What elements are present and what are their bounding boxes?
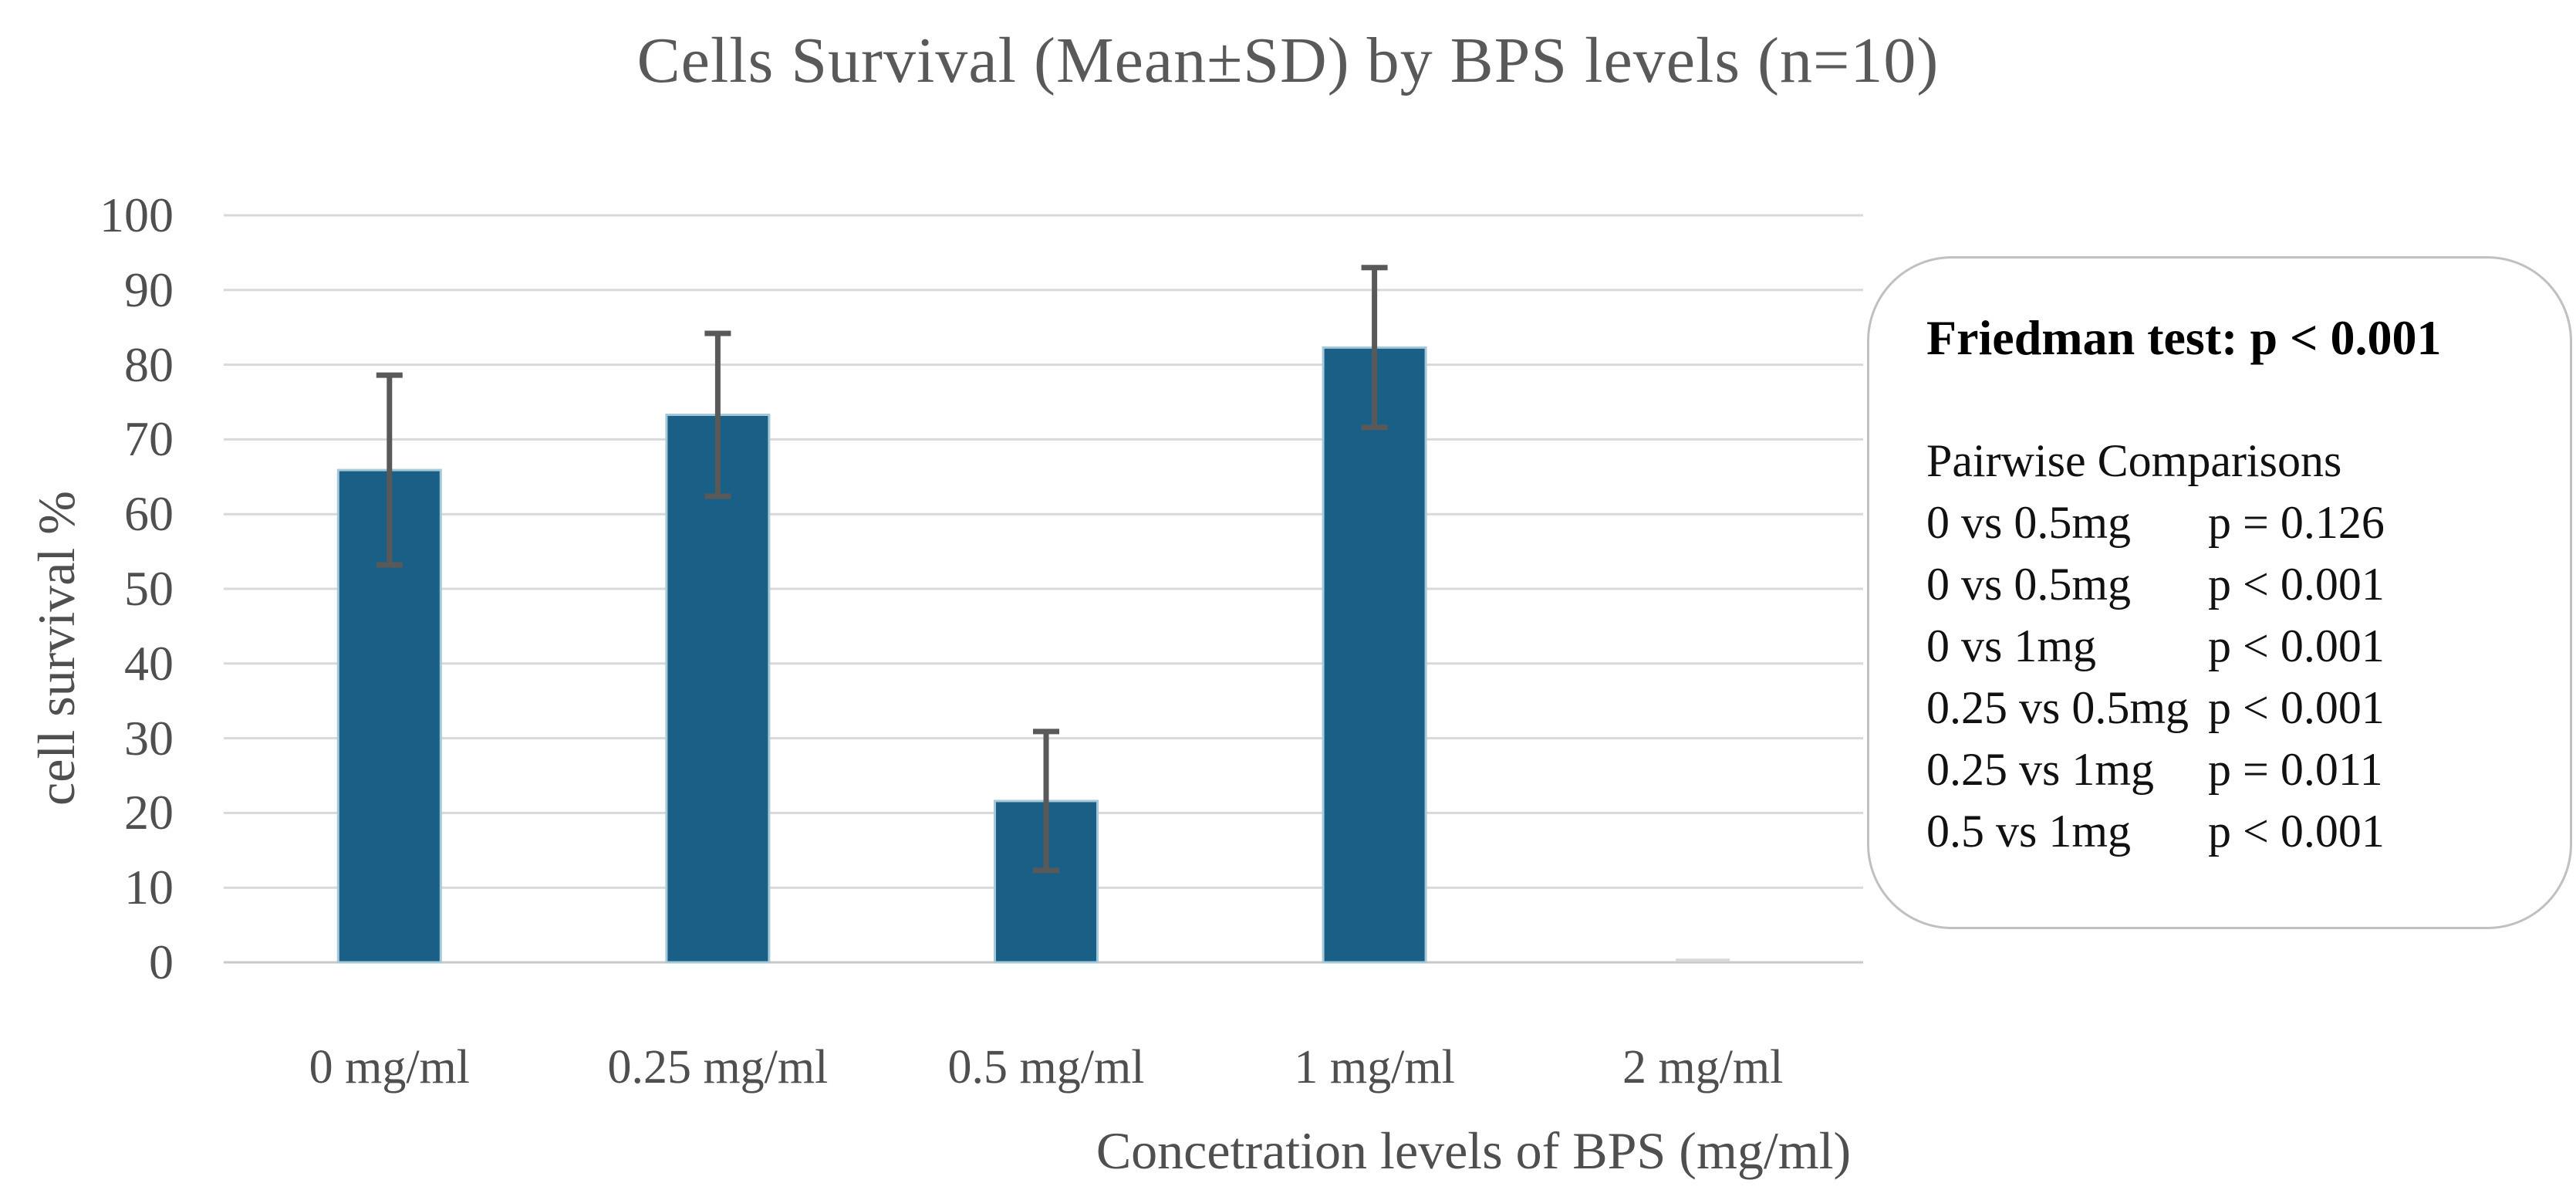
pairwise-comparison-row-5: 0.25 vs 1mg p = 0.011 [1926,739,2539,800]
error-bar-0.5mg [1033,729,1059,874]
bar-0.25mg [665,413,771,964]
bar-1mg [1322,346,1427,964]
pairwise-comparisons-heading: Pairwise Comparisons [1926,435,2342,486]
error-bar-0mg [376,372,403,568]
x-tick-label-0mg: 0 mg/ml [309,1041,470,1094]
x-tick-label-0.25mg: 0.25 mg/ml [607,1041,829,1094]
comparison-pair-label: 0.25 vs 1mg [1926,744,2155,795]
comparison-pair-label: 0 vs 0.5mg [1926,497,2132,548]
chart-title: Cells Survival (Mean±SD) by BPS levels (… [636,25,1940,96]
friedman-test-result: Friedman test: p < 0.001 [1926,310,2442,365]
y-tick-label-0: 0 [149,935,174,989]
x-tick-label-0.5mg: 0.5 mg/ml [947,1041,1145,1094]
pairwise-comparison-row-2: 0 vs 0.5mg p < 0.001 [1926,553,2539,615]
comparison-pair-label: 0 vs 0.5mg [1926,559,2132,610]
comparison-p-value: p < 0.001 [2208,559,2385,610]
comparison-pair-label: 0.5 vs 1mg [1926,806,2132,857]
y-tick-label-90: 90 [124,262,174,317]
comparison-p-value: p = 0.126 [2208,497,2385,548]
comparison-p-value: p < 0.001 [2208,806,2385,857]
pairwise-comparison-row-6: 0.5 vs 1mg p < 0.001 [1926,800,2539,862]
x-tick-label-1mg: 1 mg/ml [1294,1041,1455,1094]
y-tick-label-30: 30 [124,710,174,766]
pairwise-comparisons-list: 0 vs 0.5mg p = 0.126 0 vs 0.5mg p < 0.001 0 … [1926,492,2539,862]
y-tick-label-40: 40 [124,635,174,691]
stats-annotation-box: Friedman test: p < 0.001 Pairwise Compar… [1867,256,2572,929]
x-axis-title: Concetration levels of BPS (mg/ml) [1096,1121,1852,1180]
y-tick-label-70: 70 [124,411,174,467]
error-bar-1mg [1361,265,1388,431]
y-tick-label-80: 80 [124,336,174,392]
pairwise-comparison-row-1: 0 vs 0.5mg p = 0.126 [1926,492,2539,553]
error-bar-0.25mg [704,330,731,499]
comparison-p-value: p = 0.011 [2208,744,2383,795]
pairwise-comparison-row-3: 0 vs 1mg p < 0.001 [1926,615,2539,677]
y-tick-label-10: 10 [124,860,174,915]
y-tick-label-50: 50 [124,561,174,616]
y-tick-label-60: 60 [124,486,174,542]
comparison-p-value: p < 0.001 [2208,620,2385,671]
x-tick-label-2mg: 2 mg/ml [1622,1041,1784,1094]
comparison-pair-label: 0.25 vs 0.5mg [1926,682,2189,733]
comparison-pair-label: 0 vs 1mg [1926,620,2097,671]
y-tick-label-100: 100 [100,188,174,242]
y-tick-label-20: 20 [124,785,174,840]
bar-2mg [1676,958,1730,962]
comparison-p-value: p < 0.001 [2208,682,2385,733]
pairwise-comparison-row-4: 0.25 vs 0.5mg p < 0.001 [1926,677,2539,739]
y-axis-title: cell survival % [27,491,86,806]
